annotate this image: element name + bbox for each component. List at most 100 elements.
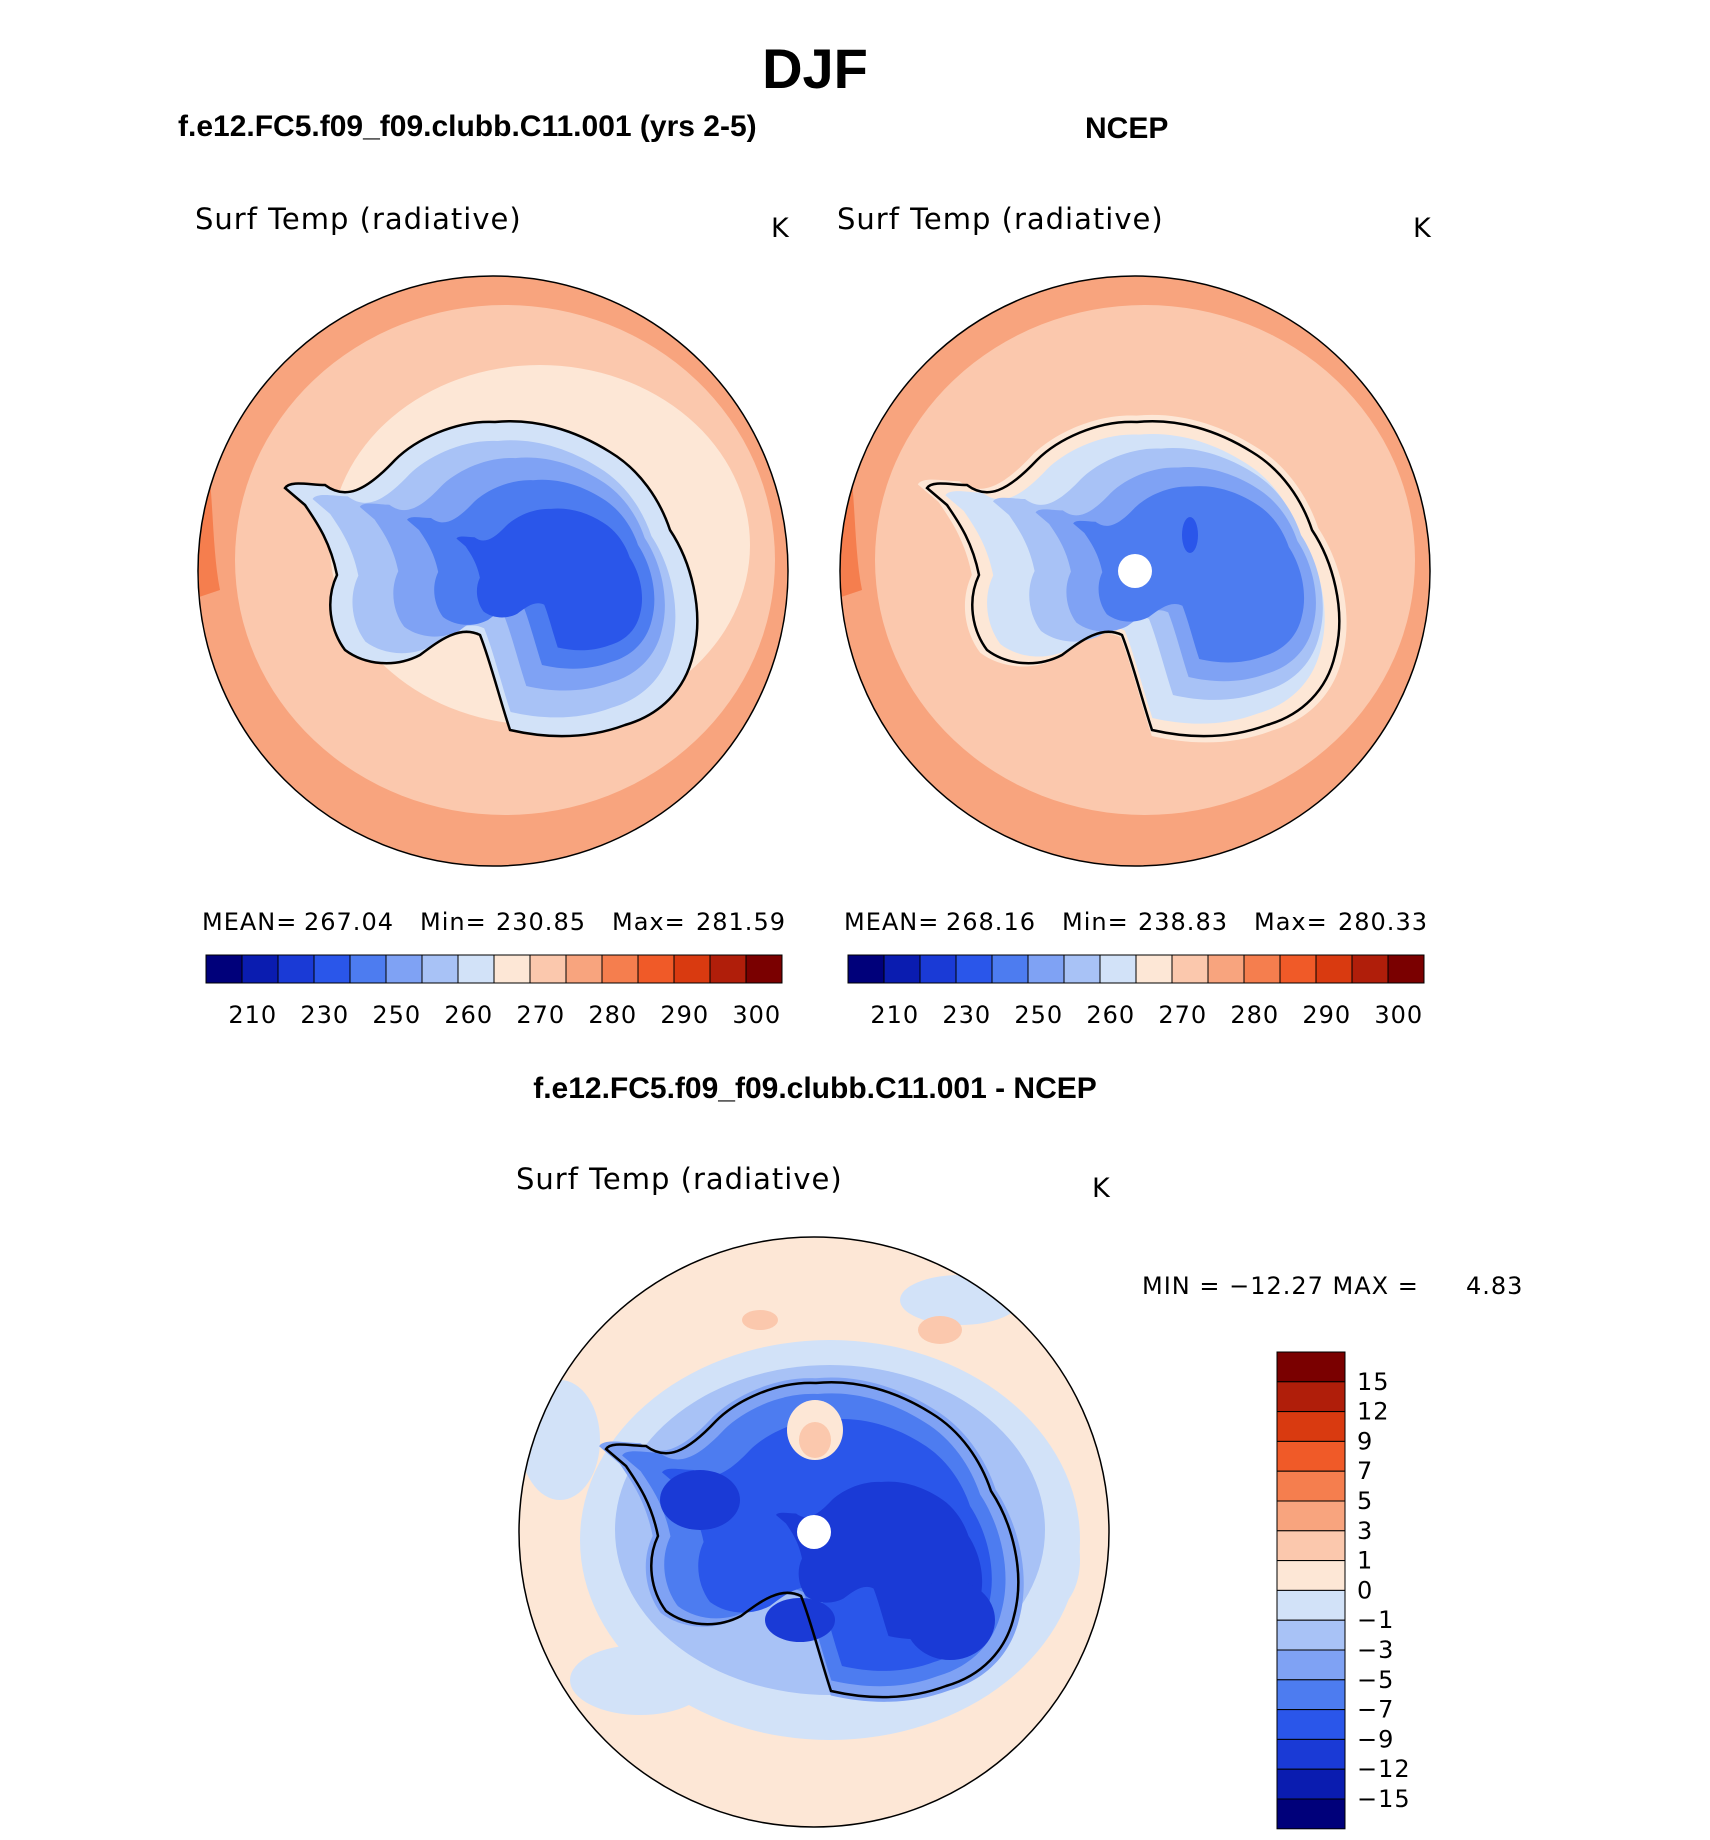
right-variable-label: Surf Temp (radiative) <box>837 202 1164 236</box>
diff-colorbar-swatch <box>1276 1500 1346 1532</box>
left-mean-value: 267.04 <box>304 908 394 936</box>
right-colorbar-swatch <box>991 954 1029 984</box>
left-colorbar-swatch <box>421 954 459 984</box>
right-min-value: 238.83 <box>1138 908 1228 936</box>
left-colorbar-swatch <box>385 954 423 984</box>
right-colorbar-swatch <box>847 954 885 984</box>
right-colorbar-swatch <box>1387 954 1425 984</box>
left-colorbar-tick-label: 260 <box>444 1001 493 1029</box>
left-colorbar-swatch <box>277 954 315 984</box>
right-colorbar-swatch <box>1207 954 1245 984</box>
right-colorbar-tick-label: 290 <box>1302 1001 1351 1029</box>
left-units-label: K <box>771 213 790 244</box>
left-colorbar: 210 230 250 260 270 280 290 300 <box>205 954 783 1029</box>
diff-map-border <box>518 1236 1110 1828</box>
diff-colorbar-swatch <box>1276 1589 1346 1621</box>
left-colorbar-tick-label: 270 <box>516 1001 565 1029</box>
diff-colorbar-swatch <box>1276 1709 1346 1740</box>
left-colorbar-tick-label: 210 <box>228 1001 277 1029</box>
right-colorbar-tick-label: 230 <box>942 1001 991 1029</box>
diff-colorbar-tick-label: −1 <box>1357 1606 1394 1634</box>
left-colorbar-swatch <box>673 954 711 984</box>
right-colorbar-tick-label: 260 <box>1086 1001 1135 1029</box>
left-map-border <box>197 275 789 867</box>
diff-colorbar-tick-label: 12 <box>1357 1398 1390 1426</box>
diff-max-value: 4.83 <box>1466 1272 1524 1300</box>
left-colorbar-swatch <box>493 954 531 984</box>
right-panel-header: NCEP <box>1085 112 1169 145</box>
diff-colorbar-tick-label: 9 <box>1357 1427 1373 1455</box>
right-colorbar-tick-label: 300 <box>1374 1001 1423 1029</box>
diff-colorbar-tick-label: −15 <box>1357 1785 1411 1813</box>
right-map-border <box>839 275 1431 867</box>
diff-variable-label: Surf Temp (radiative) <box>516 1162 843 1196</box>
left-colorbar-swatch <box>637 954 675 984</box>
left-colorbar-swatch <box>565 954 603 984</box>
right-pole-hole <box>1118 554 1152 588</box>
diff-colorbar-tick-label: −3 <box>1357 1636 1394 1664</box>
right-colorbar-tick-label: 250 <box>1014 1001 1063 1029</box>
left-colorbar-tick-label: 280 <box>588 1001 637 1029</box>
right-colorbar-swatch <box>919 954 957 984</box>
right-colorbar-swatch <box>1063 954 1101 984</box>
right-min-label: Min= <box>1062 908 1129 936</box>
diff-colorbar-swatch <box>1276 1440 1346 1472</box>
left-colorbar-tick-label: 300 <box>732 1001 781 1029</box>
diff-minmax-text: MIN = −12.27 MAX = <box>1142 1272 1419 1300</box>
left-min-label: Min= <box>420 908 487 936</box>
left-colorbar-swatch <box>745 954 783 984</box>
diff-colorbar-swatch <box>1276 1619 1346 1651</box>
left-colorbar-tick-label: 250 <box>372 1001 421 1029</box>
right-mean-value: 268.16 <box>946 908 1036 936</box>
right-colorbar: 210 230 250 260 270 280 290 300 <box>847 954 1425 1029</box>
right-colorbar-swatch <box>955 954 993 984</box>
diff-colorbar-tick-label: 3 <box>1357 1517 1373 1545</box>
left-max-label: Max= <box>612 908 686 936</box>
diff-colorbar-swatch <box>1276 1679 1346 1711</box>
right-colorbar-swatch <box>1351 954 1389 984</box>
right-colorbar-swatch <box>1243 954 1281 984</box>
diff-units-label: K <box>1092 1173 1111 1204</box>
diff-colorbar-tick-label: 7 <box>1357 1457 1373 1485</box>
right-units-label: K <box>1413 213 1432 244</box>
diff-colorbar-swatch <box>1276 1560 1346 1591</box>
left-colorbar-swatch <box>349 954 387 984</box>
right-colorbar-swatch <box>1315 954 1353 984</box>
diff-colorbar-swatch <box>1276 1738 1346 1770</box>
diff-panel-header: f.e12.FC5.f09_f09.clubb.C11.001 - NCEP <box>533 1072 1097 1105</box>
left-min-value: 230.85 <box>496 908 586 936</box>
left-mean-label: MEAN= <box>202 908 298 936</box>
diff-colorbar-tick-label: 0 <box>1357 1576 1373 1604</box>
diff-colorbar-tick-label: 1 <box>1357 1547 1373 1575</box>
right-mean-label: MEAN= <box>844 908 940 936</box>
right-colorbar-tick-label: 270 <box>1158 1001 1207 1029</box>
diff-colorbar-tick-label: −5 <box>1357 1666 1394 1694</box>
diff-colorbar-swatch <box>1276 1768 1346 1800</box>
diff-colorbar-tick-label: −7 <box>1357 1696 1394 1724</box>
right-colorbar-swatch <box>1027 954 1065 984</box>
right-colorbar-swatch <box>1171 954 1209 984</box>
diff-colorbar-swatch <box>1276 1649 1346 1681</box>
left-colorbar-tick-label: 290 <box>660 1001 709 1029</box>
diff-colorbar-swatch <box>1276 1470 1346 1502</box>
diff-colorbar-tick-label: −12 <box>1357 1755 1411 1783</box>
right-colorbar-swatch <box>1135 954 1173 984</box>
diff-colorbar-tick-label: 5 <box>1357 1487 1373 1515</box>
right-max-value: 280.33 <box>1338 908 1428 936</box>
left-colorbar-swatch <box>241 954 279 984</box>
right-colorbar-swatch <box>883 954 921 984</box>
diff-colorbar-tick-label: 15 <box>1357 1368 1390 1396</box>
right-map <box>840 276 1430 866</box>
left-max-value: 281.59 <box>696 908 786 936</box>
diff-pole-hole <box>797 1515 831 1549</box>
right-max-label: Max= <box>1254 908 1328 936</box>
left-colorbar-swatch <box>601 954 639 984</box>
right-colorbar-tick-label: 280 <box>1230 1001 1279 1029</box>
left-colorbar-swatch <box>313 954 351 984</box>
left-map <box>198 276 788 866</box>
right-colorbar-tick-label: 210 <box>870 1001 919 1029</box>
left-colorbar-swatch <box>709 954 747 984</box>
left-panel-header: f.e12.FC5.f09_f09.clubb.C11.001 (yrs 2-5… <box>178 110 757 143</box>
